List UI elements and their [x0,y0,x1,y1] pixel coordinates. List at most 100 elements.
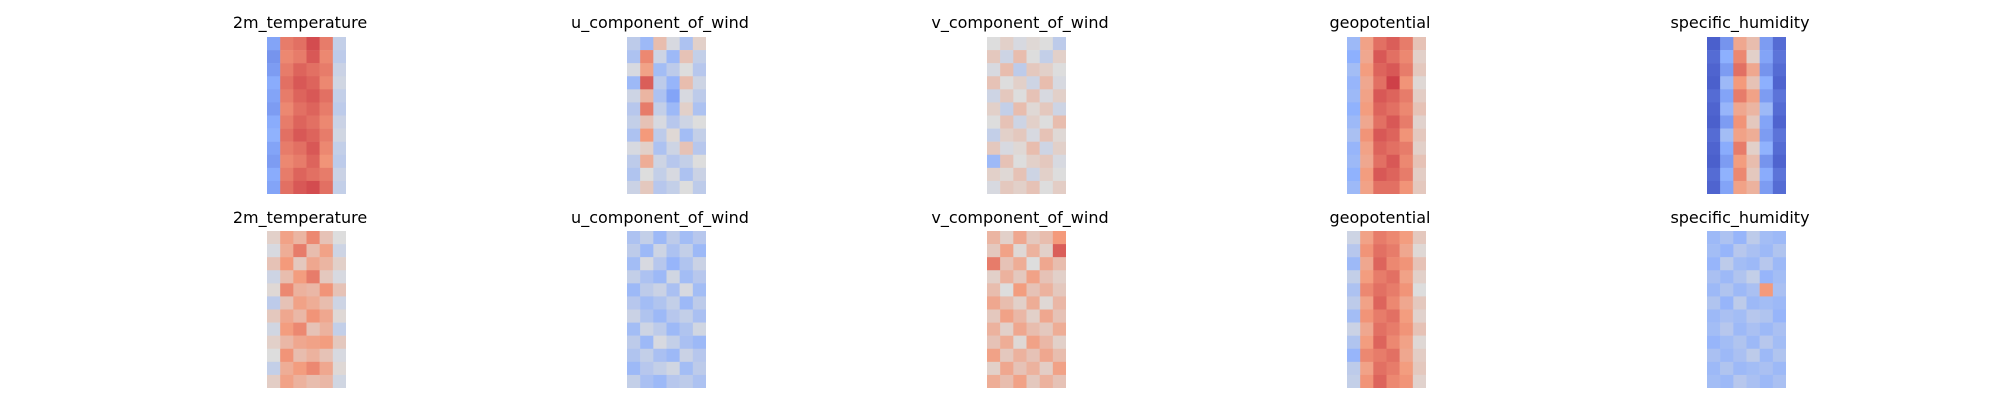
heatmap-cell [1412,50,1426,64]
heatmap-cell [1013,63,1027,77]
heatmap-cell [1000,244,1014,258]
heatmap-cell [1399,322,1414,336]
heatmap-cell [679,37,694,51]
heatmap-cell [306,335,320,350]
heatmap-cell [1013,50,1027,64]
heatmap-cell [293,257,307,271]
heatmap-cell [1746,167,1760,182]
heatmap-cell [1733,180,1747,194]
heatmap-cell [627,309,641,323]
heatmap-cell [653,322,667,336]
heatmap-cell [1720,257,1734,271]
heatmap-cell [267,348,281,363]
heatmap-cell [267,37,281,51]
heatmap-cell [1347,37,1361,51]
heatmap-cell [1759,309,1774,323]
heatmap-cell [1733,361,1747,376]
heatmap-cell [267,50,281,64]
heatmap-cell [692,348,706,363]
heatmap-cell [679,348,694,363]
heatmap-cell [319,141,334,156]
heatmap-cell [1399,270,1414,284]
heatmap-cell [1707,102,1721,116]
heatmap-cell [692,50,706,64]
heatmap-cell [1039,270,1054,284]
heatmap-cell [1360,63,1374,77]
heatmap-cell [1386,296,1400,310]
heatmap-cell [1000,115,1014,129]
heatmap-cell [1013,115,1027,129]
heatmap-cell [666,348,680,363]
heatmap-cell [1039,102,1054,116]
heatmap-cell [627,167,641,182]
heatmap-cell [1000,309,1014,323]
heatmap-cell [1746,335,1760,350]
heatmap-cell [1412,296,1426,310]
heatmap-cell [640,50,654,64]
heatmap-cell [1746,154,1760,169]
heatmap-cell [267,257,281,271]
heatmap-cell [1013,180,1027,194]
heatmap-cell [1360,167,1374,182]
heatmap-cell [1347,322,1361,336]
heatmap-cell [1746,50,1760,64]
heatmap-cell [666,361,680,376]
heatmap-cell [679,244,694,258]
heatmap-cell [1039,128,1054,142]
heatmap-cell [1386,309,1400,323]
heatmap-cell [1052,322,1066,336]
heatmap-cell [640,141,654,156]
heatmap-cell [1026,76,1040,90]
heatmap-cell [1026,102,1040,116]
heatmap-cell [1026,89,1040,103]
heatmap-cell [1360,374,1374,388]
heatmap-cell [653,283,667,297]
heatmap-cell [1733,37,1747,51]
panel-row1-specific-humidity: specific_humidity [1540,0,1940,194]
heatmap-cell [1759,180,1774,194]
heatmap-cell [1386,37,1400,51]
heatmap-cell [1052,374,1066,388]
heatmap-cell [280,141,294,156]
heatmap-cell [653,309,667,323]
heatmap-cell [1373,309,1387,323]
heatmap-cell [1720,322,1734,336]
heatmap-cell [280,102,294,116]
heatmap-cell [1347,335,1361,350]
heatmap-cell [1039,361,1054,376]
heatmap-cell [1360,128,1374,142]
heatmap-cell [319,257,334,271]
heatmap-cell [1026,167,1040,182]
heatmap-cell [1386,361,1400,376]
heatmap-cell [319,180,334,194]
heatmap-cell [332,335,346,350]
heatmap-cell [280,296,294,310]
heatmap-cell [1733,63,1747,77]
heatmap-cell [1412,180,1426,194]
heatmap-cell [1000,63,1014,77]
heatmap-cell [1772,270,1786,284]
heatmap-cell [640,309,654,323]
heatmap-cell [653,89,667,103]
heatmap-cell [692,244,706,258]
heatmap-cell [1360,296,1374,310]
heatmap-cell [1373,167,1387,182]
heatmap-cell [1360,37,1374,51]
heatmap-cell [1039,296,1054,310]
heatmap-cell [1399,154,1414,169]
heatmap-cell [1039,37,1054,51]
heatmap-cell [1347,102,1361,116]
heatmap-cell [293,244,307,258]
heatmap-cell [306,50,320,64]
heatmap-cell [306,309,320,323]
heatmap-cell [1373,374,1387,388]
heatmap-cell [332,231,346,245]
heatmap-cell [1759,37,1774,51]
panel-row1-u-component-of-wind: u_component_of_wind [460,0,860,194]
heatmap-cell [1347,154,1361,169]
heatmap-cell [1707,63,1721,77]
heatmap-cell [987,50,1001,64]
heatmap-cell [653,37,667,51]
heatmap-cell [1013,270,1027,284]
heatmap-cell [293,283,307,297]
